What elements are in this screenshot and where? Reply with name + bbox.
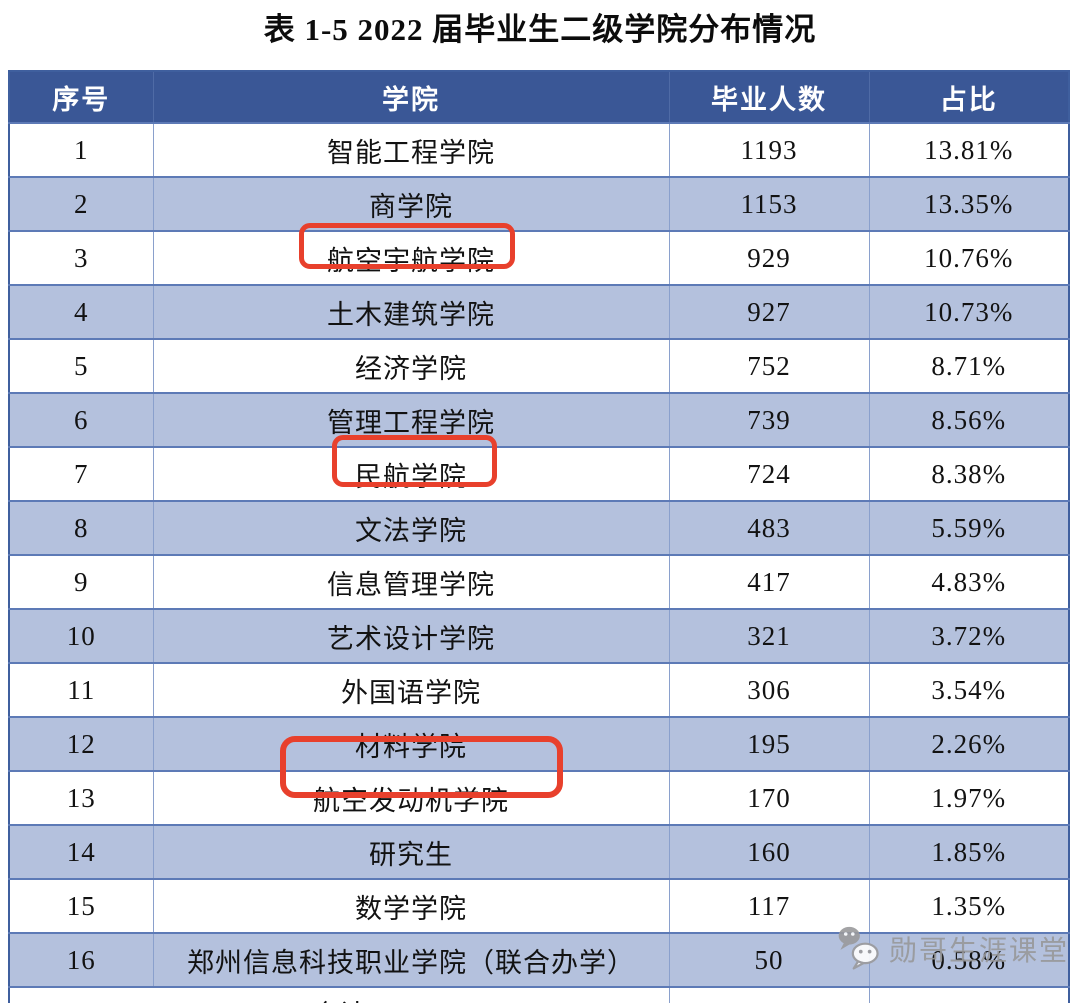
cell-pct: 8.71% xyxy=(868,338,1070,393)
cell-count: 321 xyxy=(668,608,870,663)
cell-count: 752 xyxy=(668,338,870,393)
cell-count: 117 xyxy=(668,878,870,933)
cell-pct: 2.26% xyxy=(868,716,1070,771)
cell-college: 航空发动机学院 xyxy=(152,770,670,825)
table-row: 15 数学学院 117 1.35% xyxy=(8,878,1070,933)
cell-no: 13 xyxy=(8,770,154,825)
cell-pct: 5.59% xyxy=(868,500,1070,555)
cell-college: 信息管理学院 xyxy=(152,554,670,609)
cell-college: 管理工程学院 xyxy=(152,392,670,447)
cell-count: 739 xyxy=(668,392,870,447)
wechat-icon xyxy=(838,926,879,970)
cell-no: 16 xyxy=(8,932,154,987)
cell-college: 艺术设计学院 xyxy=(152,608,670,663)
cell-college: 商学院 xyxy=(152,176,670,231)
cell-count: 417 xyxy=(668,554,870,609)
cell-pct: 1.35% xyxy=(868,878,1070,933)
watermark-text: 勋哥生涯课堂 xyxy=(889,935,1070,966)
col-header-pct: 占比 xyxy=(868,70,1070,124)
cell-no: 4 xyxy=(8,284,154,339)
cell-no: 10 xyxy=(8,608,154,663)
cell-college: 研究生 xyxy=(152,824,670,879)
table-row: 10 艺术设计学院 321 3.72% xyxy=(8,608,1070,663)
cell-pct: 1.97% xyxy=(868,770,1070,825)
cell-count: 724 xyxy=(668,446,870,501)
cell-no: 1 xyxy=(8,122,154,177)
cell-no: 5 xyxy=(8,338,154,393)
total-count: 8636 xyxy=(668,986,870,1003)
cell-college: 外国语学院 xyxy=(152,662,670,717)
header-row: 序号 学院 毕业人数 占比 xyxy=(8,70,1070,124)
col-header-college: 学院 xyxy=(152,70,670,124)
cell-no: 15 xyxy=(8,878,154,933)
cell-pct: 1.85% xyxy=(868,824,1070,879)
table-row: 14 研究生 160 1.85% xyxy=(8,824,1070,879)
total-label: 合计 xyxy=(8,986,670,1003)
cell-count: 160 xyxy=(668,824,870,879)
cell-pct: 4.83% xyxy=(868,554,1070,609)
cell-college: 郑州信息科技职业学院（联合办学） xyxy=(152,932,670,987)
table-row: 8 文法学院 483 5.59% xyxy=(8,500,1070,555)
cell-count: 50 xyxy=(668,932,870,987)
cell-no: 8 xyxy=(8,500,154,555)
total-row: 合计 8636 100.00% xyxy=(8,986,1070,1003)
cell-college: 经济学院 xyxy=(152,338,670,393)
cell-no: 2 xyxy=(8,176,154,231)
cell-college: 航空宇航学院 xyxy=(152,230,670,285)
table-row: 13 航空发动机学院 170 1.97% xyxy=(8,770,1070,825)
table-row: 16 郑州信息科技职业学院（联合办学） 50 0.58% xyxy=(8,932,1070,987)
table-title: 表 1-5 2022 届毕业生二级学院分布情况 xyxy=(263,12,817,47)
cell-pct: 8.38% xyxy=(868,446,1070,501)
total-pct: 100.00% xyxy=(868,986,1070,1003)
cell-college: 智能工程学院 xyxy=(152,122,670,177)
cell-count: 170 xyxy=(668,770,870,825)
cell-no: 12 xyxy=(8,716,154,771)
cell-college: 民航学院 xyxy=(152,446,670,501)
cell-pct: 8.56% xyxy=(868,392,1070,447)
cell-no: 9 xyxy=(8,554,154,609)
cell-college: 土木建筑学院 xyxy=(152,284,670,339)
cell-count: 483 xyxy=(668,500,870,555)
table-row: 2 商学院 1153 13.35% xyxy=(8,176,1070,231)
table-row: 4 土木建筑学院 927 10.73% xyxy=(8,284,1070,339)
cell-pct: 3.54% xyxy=(868,662,1070,717)
cell-no: 14 xyxy=(8,824,154,879)
graduates-distribution-table: 序号 学院 毕业人数 占比 1 智能工程学院 1193 13.81% 2 商学院… xyxy=(8,70,1070,1003)
cell-count: 1193 xyxy=(668,122,870,177)
cell-pct: 3.72% xyxy=(868,608,1070,663)
cell-pct: 13.81% xyxy=(868,122,1070,177)
cell-count: 929 xyxy=(668,230,870,285)
table-row: 11 外国语学院 306 3.54% xyxy=(8,662,1070,717)
cell-count: 1153 xyxy=(668,176,870,231)
table-row: 5 经济学院 752 8.71% xyxy=(8,338,1070,393)
cell-no: 11 xyxy=(8,662,154,717)
table-row: 9 信息管理学院 417 4.83% xyxy=(8,554,1070,609)
cell-no: 7 xyxy=(8,446,154,501)
watermark: 勋哥生涯课堂 xyxy=(836,924,1069,974)
cell-no: 3 xyxy=(8,230,154,285)
cell-no: 6 xyxy=(8,392,154,447)
cell-pct: 0.58% xyxy=(868,932,1070,987)
col-header-count: 毕业人数 xyxy=(668,70,870,124)
col-header-no: 序号 xyxy=(8,70,154,124)
cell-college: 材料学院 xyxy=(152,716,670,771)
table-row: 6 管理工程学院 739 8.56% xyxy=(8,392,1070,447)
cell-count: 927 xyxy=(668,284,870,339)
table-row: 3 航空宇航学院 929 10.76% xyxy=(8,230,1070,285)
cell-pct: 13.35% xyxy=(868,176,1070,231)
table-row: 12 材料学院 195 2.26% xyxy=(8,716,1070,771)
cell-pct: 10.76% xyxy=(868,230,1070,285)
table-row: 7 民航学院 724 8.38% xyxy=(8,446,1070,501)
cell-college: 文法学院 xyxy=(152,500,670,555)
cell-count: 306 xyxy=(668,662,870,717)
cell-count: 195 xyxy=(668,716,870,771)
cell-pct: 10.73% xyxy=(868,284,1070,339)
table-row: 1 智能工程学院 1193 13.81% xyxy=(8,122,1070,177)
cell-college: 数学学院 xyxy=(152,878,670,933)
